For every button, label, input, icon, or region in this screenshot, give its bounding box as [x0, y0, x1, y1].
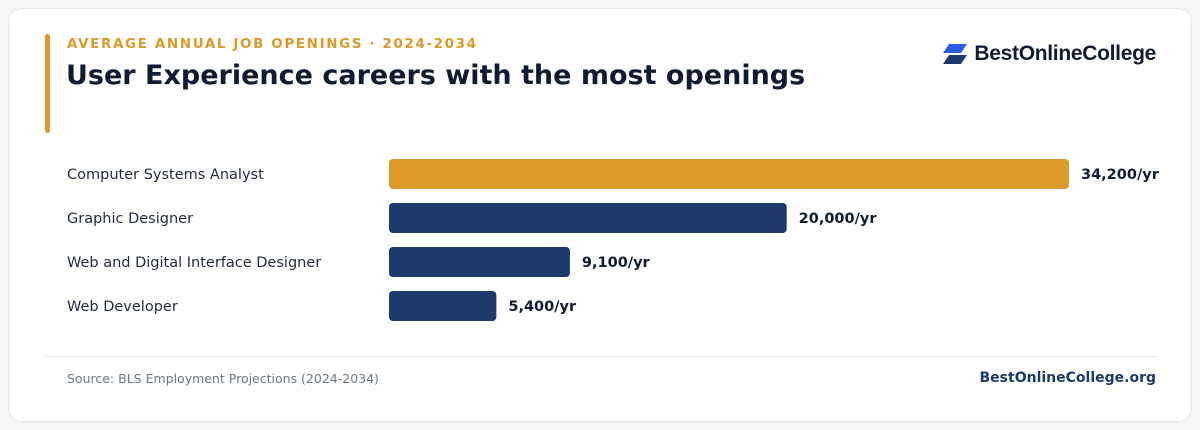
category-label: Graphic Designer — [67, 211, 193, 227]
value-label: 5,400/yr — [508, 299, 577, 315]
brand-logo: BestOnlineCollege — [943, 41, 1156, 67]
category-label: Web and Digital Interface Designer — [67, 255, 321, 271]
bar-chart-svg: Computer Systems Analyst 34,200/yr Graphic… — [67, 159, 1160, 321]
value-label: 20,000/yr — [799, 211, 878, 227]
bar-chart: Computer Systems Analyst 34,200/yr Graphic… — [45, 137, 1165, 327]
brand-logo-text: BestOnlineCollege — [974, 42, 1156, 65]
stacked-parallelogram-logo-icon — [943, 44, 968, 64]
bar — [389, 247, 570, 277]
eyebrow-label: AVERAGE ANNUAL JOB OPENINGS · 2024-2034 — [67, 36, 478, 52]
category-label: Web Developer — [67, 299, 178, 315]
bar — [389, 203, 787, 233]
footer-divider — [45, 356, 1157, 357]
bar — [389, 159, 1069, 189]
value-label: 9,100/yr — [582, 255, 651, 271]
chart-title: User Experience careers with the most op… — [66, 60, 806, 91]
accent-bar — [45, 34, 50, 133]
category-label: Computer Systems Analyst — [67, 167, 264, 183]
site-link[interactable]: BestOnlineCollege.org — [979, 370, 1156, 386]
chart-card: AVERAGE ANNUAL JOB OPENINGS · 2024-2034 … — [8, 8, 1192, 422]
bar — [389, 291, 497, 321]
value-label: 34,200/yr — [1081, 167, 1160, 183]
source-note: Source: BLS Employment Projections (2024… — [67, 371, 379, 386]
